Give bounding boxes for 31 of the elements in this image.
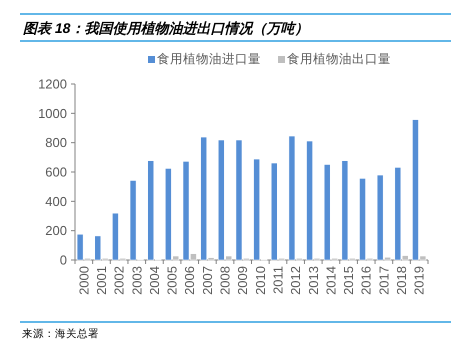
x-tick-label: 2009 [235,266,250,295]
y-tick-label: 600 [45,164,67,180]
x-tick-label: 2018 [394,266,410,295]
x-tick-label: 2010 [252,266,268,295]
x-tick-label: 2011 [270,266,286,294]
x-tick-label: 2002 [112,266,127,295]
x-tick-label: 2019 [412,266,427,295]
y-tick-label: 400 [45,194,67,209]
y-tick-label: 200 [45,223,67,238]
legend-label: 食用植物油出口量 [287,52,391,66]
y-tick-label: 0 [60,252,67,268]
y-tick-label: 800 [45,135,67,150]
x-tick-label: 2008 [218,266,233,295]
source-note: 来源：海关总署 [22,327,99,340]
x-tick-label: 2016 [358,266,374,295]
x-tick-label: 2006 [182,266,198,295]
y-tick-label: 1000 [38,106,67,121]
x-tick-label: 2013 [306,266,321,295]
x-tick-label: 2001 [94,266,109,295]
x-tick-label: 2012 [288,266,304,295]
x-tick-label: 2005 [164,266,180,295]
x-tick-label: 2003 [129,266,144,295]
legend-label: 食用植物油进口量 [157,52,261,66]
x-tick-label: 2014 [323,266,338,295]
x-tick-label: 2007 [200,266,215,295]
x-tick-label: 2004 [146,266,162,295]
x-tick-label: 2015 [341,266,356,295]
x-tick-label: 2017 [376,266,392,295]
x-tick-label: 2000 [76,266,92,295]
y-tick-label: 1200 [38,76,67,92]
chart-title: 图表 18：我国使用植物油进出口情况（万吨） [23,20,308,36]
